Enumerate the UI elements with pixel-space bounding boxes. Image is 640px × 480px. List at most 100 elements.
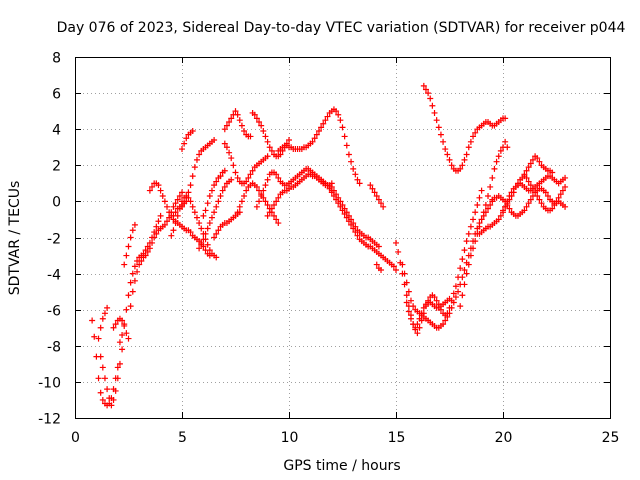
data-point [138, 257, 145, 264]
data-point [200, 212, 207, 219]
data-point [247, 133, 254, 140]
data-point [234, 174, 241, 181]
data-point [275, 174, 282, 181]
data-point [144, 248, 151, 255]
data-point [97, 324, 104, 331]
data-point [191, 164, 198, 171]
data-point [219, 187, 226, 194]
data-point [393, 266, 399, 273]
data-point [527, 160, 534, 167]
data-point [275, 194, 282, 201]
data-point [534, 155, 541, 162]
data-point [211, 234, 218, 241]
data-point [403, 279, 410, 286]
data-point [350, 165, 357, 172]
data-point [470, 133, 477, 140]
data-point [403, 292, 410, 299]
data-point [127, 234, 134, 241]
data-point [407, 315, 414, 322]
data-point [127, 303, 134, 310]
data-point [463, 151, 470, 158]
data-point [131, 221, 138, 228]
data-series-trace-g [127, 189, 185, 310]
x-tick-label: 20 [495, 430, 513, 446]
data-point [193, 156, 200, 163]
data-point [431, 294, 438, 301]
data-point [198, 225, 205, 232]
data-point [455, 288, 462, 295]
data-point [401, 270, 408, 277]
data-point [470, 216, 477, 223]
data-point [489, 174, 496, 181]
data-point [551, 202, 558, 209]
data-series-trace-aa [393, 187, 485, 337]
data-point [266, 209, 273, 216]
data-point [463, 238, 470, 245]
y-tick-label: -12 [38, 412, 61, 428]
data-point [125, 292, 132, 299]
data-point [155, 218, 162, 225]
data-point [159, 192, 166, 199]
data-series-trace-p [221, 108, 254, 140]
data-point [99, 396, 106, 403]
data-point [395, 248, 402, 255]
data-point [241, 128, 248, 135]
data-point [174, 196, 181, 203]
data-point [480, 209, 487, 216]
data-point [149, 183, 156, 190]
data-point [228, 176, 235, 183]
data-point [459, 162, 466, 169]
data-point [457, 303, 464, 310]
data-point [253, 115, 260, 122]
data-point [369, 185, 376, 192]
data-point [168, 232, 175, 239]
data-point [534, 192, 541, 199]
data-point [459, 292, 466, 299]
data-point [446, 295, 453, 302]
data-point [521, 171, 528, 178]
data-point [450, 299, 457, 306]
data-point [166, 209, 173, 216]
data-point [112, 387, 119, 394]
data-point [273, 216, 280, 223]
data-point [223, 144, 230, 151]
data-point [414, 330, 421, 337]
data-point [211, 209, 218, 216]
data-point [555, 194, 562, 201]
data-point [525, 178, 532, 185]
data-series-trace-d [110, 315, 132, 342]
data-point [457, 265, 464, 272]
data-point [196, 245, 203, 252]
data-point [452, 294, 459, 301]
data-point [211, 137, 218, 144]
data-point [191, 209, 198, 216]
data-point [491, 165, 498, 172]
data-point [277, 151, 284, 158]
chart-title: Day 076 of 2023, Sidereal Day-to-day VTE… [57, 20, 626, 36]
data-point [153, 223, 160, 230]
data-point [95, 335, 102, 342]
data-point [211, 182, 218, 189]
data-point [472, 129, 479, 136]
data-point [557, 191, 564, 198]
data-point [213, 230, 220, 237]
data-point [418, 310, 425, 317]
data-point [337, 198, 344, 205]
x-tick-label: 15 [388, 430, 406, 446]
data-series-trace-z [373, 261, 385, 273]
data-point [268, 205, 275, 212]
data-point [536, 196, 543, 203]
data-point [253, 203, 260, 210]
data-point [527, 182, 534, 189]
data-point [348, 216, 355, 223]
data-point [549, 205, 556, 212]
data-point [452, 283, 459, 290]
data-point [187, 229, 194, 236]
data-point [378, 200, 385, 207]
data-point [354, 176, 361, 183]
data-point [260, 128, 267, 135]
data-point [341, 205, 348, 212]
data-point [157, 212, 164, 219]
data-point [264, 176, 271, 183]
